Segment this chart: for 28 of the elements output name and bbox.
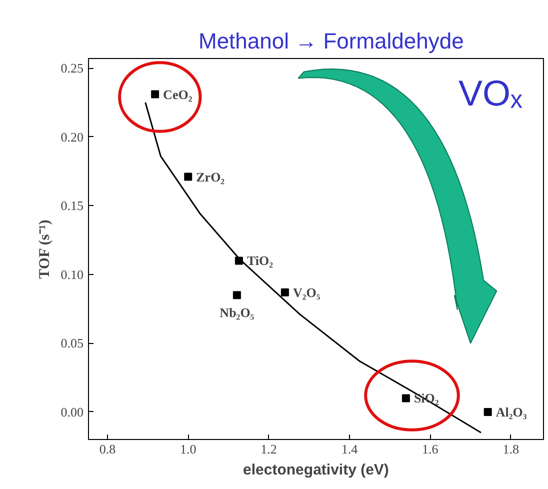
annotation: CeO₂ <box>163 86 192 102</box>
y-tick-label: 0.05 <box>60 336 84 351</box>
point <box>151 90 160 98</box>
x-tick-label: 0.8 <box>99 442 116 456</box>
x-tick-label: 1.0 <box>180 442 196 456</box>
x-tick-label: 1.6 <box>422 442 439 456</box>
x-tick-label: 1.4 <box>341 442 358 456</box>
annotation: Al₂O₃ <box>496 404 527 420</box>
y-tick-label: 0.10 <box>60 266 84 282</box>
point <box>232 291 241 300</box>
annotation: VOₓ <box>458 72 523 114</box>
x-axis-title: electonegativity (eV) <box>243 462 389 478</box>
x-tick-label: 1.8 <box>502 442 519 456</box>
point <box>184 172 192 181</box>
point <box>484 408 492 416</box>
x-tick-label: 1.2 <box>260 442 277 456</box>
annotation: V₂O₅ <box>292 284 320 300</box>
annotation: Nb₂O₅ <box>220 305 254 320</box>
y-tick-label: 0.25 <box>60 60 84 76</box>
chart-title: Methanol → Formaldehyde <box>198 28 464 54</box>
point <box>280 288 289 296</box>
y-axis-title: TOF (s⁻¹) <box>36 220 53 279</box>
y-tick-label: 0.20 <box>60 129 84 144</box>
y-tick-label: 0.15 <box>60 198 84 214</box>
annotation: ZrO₂ <box>196 169 225 184</box>
y-tick-label: 0.00 <box>60 404 84 420</box>
annotation: TiO₂ <box>246 253 274 268</box>
point <box>402 394 410 402</box>
